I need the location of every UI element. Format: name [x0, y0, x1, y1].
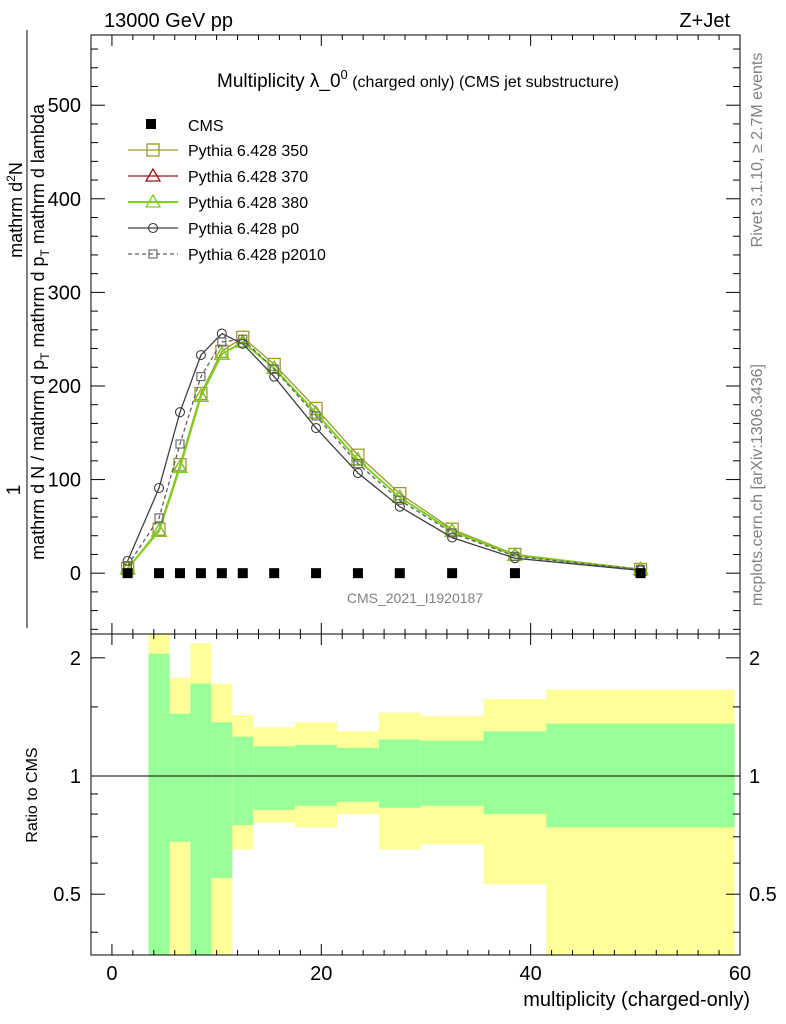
cms-data-point [174, 568, 185, 579]
y-axis-label-numerator: 1 [4, 485, 25, 496]
series-point-4 [154, 513, 164, 523]
analysis-id-label: CMS_2021_I1920187 [347, 590, 483, 606]
series-point-2 [192, 387, 210, 402]
series-point-2 [171, 459, 189, 474]
ratio-band-green-2 [190, 683, 212, 955]
ratio-band-green-9 [420, 740, 484, 806]
legend-marker-3 [147, 222, 159, 234]
legend-label-4: Pythia 6.428 p2010 [188, 247, 326, 264]
main-plot-panel: 0 100 200 300 400 500 [48, 34, 741, 635]
series-point-4 [196, 372, 206, 382]
x-tick-label: 20 [310, 963, 332, 985]
y-tick-label: 500 [48, 95, 81, 117]
ratio-band-green-1 [169, 713, 191, 842]
x-tick-label: 40 [520, 963, 542, 985]
cms-data-point [237, 568, 248, 579]
ratio-tick-label-left: 2 [70, 648, 81, 670]
legend-label-cms: CMS [188, 118, 224, 135]
series-point-4 [311, 411, 321, 421]
series-point-4 [447, 528, 457, 538]
series-point-4 [238, 334, 248, 344]
ratio-tick-label-right: 2 [749, 648, 760, 670]
y-tick-label: 300 [48, 282, 81, 304]
legend-marker-4 [148, 249, 158, 259]
series-point-3 [311, 423, 322, 434]
series-line-3 [127, 332, 641, 572]
cms-data-point [216, 568, 227, 579]
rivet-version-label: Rivet 3.1.10, ≥ 2.7M events [749, 53, 766, 248]
series-point-4 [510, 551, 520, 561]
ratio-band-green-6 [295, 744, 337, 806]
legend-label-2: Pythia 6.428 380 [188, 195, 308, 212]
ratio-tick-label-right: 1 [749, 766, 760, 788]
y-tick-label: 100 [48, 470, 81, 492]
header-process-label: Z+Jet [679, 10, 730, 32]
series-line-2 [126, 340, 641, 571]
ratio-band-green-8 [378, 739, 421, 808]
series-point-4 [175, 439, 185, 449]
ratio-band-green-10 [483, 731, 547, 815]
series-point-3 [352, 467, 363, 479]
cms-data-point [154, 568, 165, 579]
y-tick-label: 200 [48, 376, 81, 398]
y-tick-label: 0 [70, 563, 81, 585]
ratio-tick-label-left: 0.5 [53, 884, 81, 906]
ratio-band-green-5 [253, 746, 296, 810]
cms-data-point [352, 568, 363, 579]
x-axis-label: multiplicity (charged-only) [523, 989, 750, 1011]
series-point-3 [394, 501, 405, 512]
series-point-4 [269, 364, 279, 374]
legend-marker-cms [146, 119, 156, 129]
ratio-y-axis-label: Ratio to CMS [24, 747, 41, 842]
y-tick-label: 400 [48, 189, 81, 211]
cms-data-point [122, 568, 133, 579]
x-tick-label: 60 [729, 963, 751, 985]
legend-marker-0 [146, 143, 160, 157]
legend-label-3: Pythia 6.428 p0 [188, 221, 299, 238]
series-point-4 [395, 495, 405, 505]
series-line-4 [127, 338, 641, 571]
legend-marker-1 [144, 167, 162, 182]
cms-data-point [635, 568, 646, 579]
y-axis-label-denominator-text: mathrm d N / mathrm d pT mathrm d pT mat… [28, 103, 52, 560]
ratio-band-green-11 [546, 723, 735, 828]
series-point-2 [150, 522, 168, 537]
cms-data-point [509, 568, 520, 579]
legend: CMS Pythia 6.428 350 Pythia 6.428 370 Pythi… [128, 118, 326, 264]
x-tick-label: 0 [106, 963, 117, 985]
series-point-4 [353, 459, 363, 469]
y-axis-label-numerator-text: mathrm d2N [4, 162, 26, 258]
ratio-tick-label-left: 1 [70, 766, 81, 788]
series-point-3 [269, 371, 280, 382]
ratio-band-green-3 [211, 722, 233, 878]
cms-data-point [311, 568, 322, 579]
cms-data-point [269, 568, 280, 579]
series-point-3 [153, 482, 165, 494]
cms-data-point [447, 568, 458, 579]
legend-marker-2 [144, 193, 162, 208]
ratio-plot-frame [90, 633, 741, 956]
cms-data-point [195, 568, 206, 579]
ratio-tick-label-right: 0.5 [749, 884, 777, 906]
ratio-band-green-4 [232, 736, 254, 826]
legend-label-0: Pythia 6.428 350 [188, 143, 308, 160]
series-point-3 [174, 407, 186, 418]
cms-data-point [394, 568, 405, 579]
mcplots-label: mcplots.cern.ch [arXiv:1306.3436] [749, 364, 766, 606]
y-axis-label: 1 mathrm d2N mathrm d N / mathrm d pT ma… [4, 30, 52, 628]
ratio-plot-panel: 0 20 40 60 0.5 0.5 1 1 2 2 [53, 35, 777, 985]
legend-label-1: Pythia 6.428 370 [188, 169, 308, 186]
ratio-band-green-0 [148, 653, 170, 955]
series-point-3 [195, 350, 206, 361]
header-energy-label: 13000 GeV pp [104, 10, 233, 32]
plot-title: Multiplicity λ_00 (charged only) (CMS je… [217, 67, 619, 92]
ratio-band-green-7 [336, 747, 379, 802]
series-point-4 [217, 337, 227, 347]
series-point-2 [213, 345, 230, 360]
